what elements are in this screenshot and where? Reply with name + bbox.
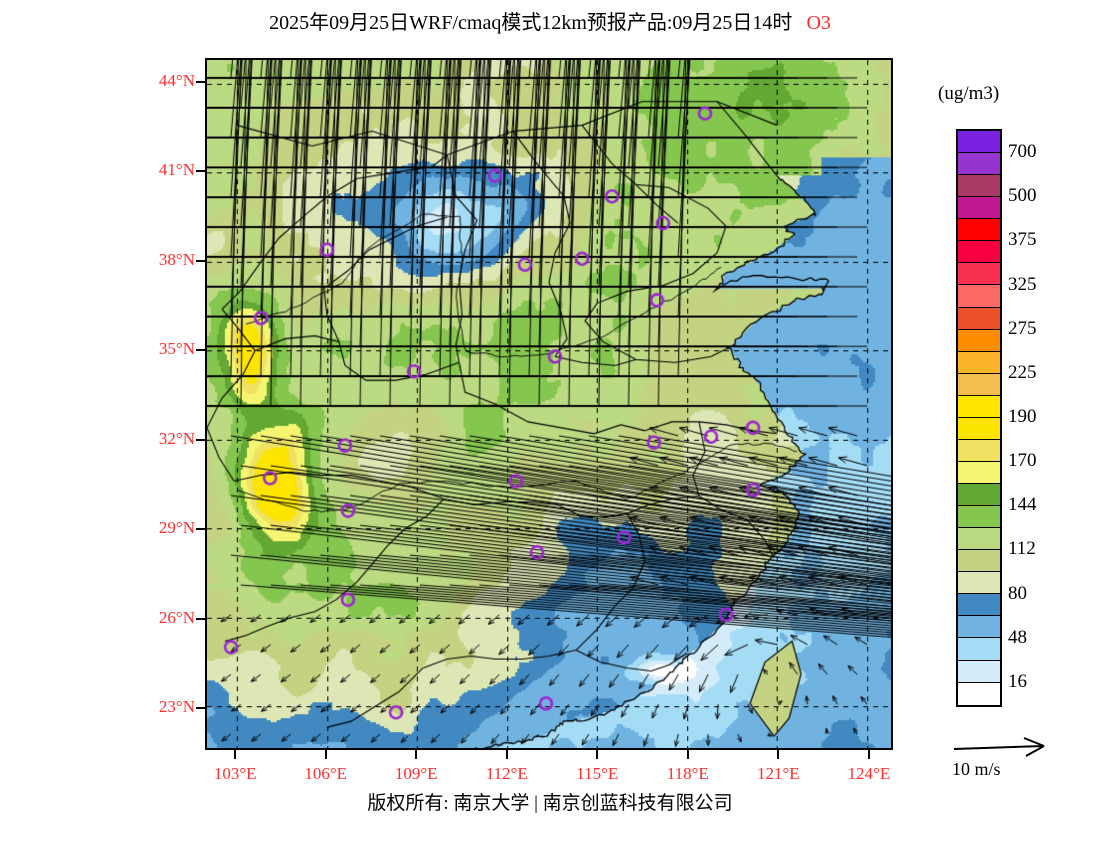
- wind-scale-label: 10 m/s: [952, 759, 1001, 779]
- lon-tick-label: 118°E: [666, 764, 709, 783]
- colorbar-tick-label: 375: [1008, 229, 1037, 251]
- forecast-map-panel[interactable]: [205, 58, 893, 750]
- forecast-map-canvas[interactable]: [207, 60, 891, 748]
- colorbar-swatch: [958, 307, 1000, 330]
- wind-arrow-icon: [953, 737, 1045, 757]
- lat-tickmark: [196, 80, 205, 83]
- lon-tickmark: [324, 750, 327, 759]
- lat-tick-label: 38°N: [158, 249, 195, 269]
- colorbar-swatch: [958, 351, 1000, 374]
- lon-tickmark: [234, 750, 237, 759]
- colorbar-tick-label: 112: [1008, 538, 1036, 560]
- colorbar-tick-label: 80: [1008, 582, 1027, 604]
- lat-tickmark: [196, 707, 205, 710]
- colorbar-swatch: [958, 616, 1000, 639]
- lat-tick-label: 44°N: [158, 70, 195, 90]
- lon-tick-label: 115°E: [576, 764, 619, 783]
- lon-tick-label: 103°E: [213, 764, 257, 783]
- colorbar-tick-label: 500: [1008, 185, 1037, 207]
- colorbar-swatch: [958, 484, 1000, 507]
- lat-tick-label: 29°N: [158, 518, 195, 538]
- lat-tickmark: [196, 170, 205, 173]
- lon-tick-label: 106°E: [304, 764, 348, 783]
- chart-species-label: O3: [806, 12, 831, 34]
- colorbar-tick-label: 190: [1008, 406, 1037, 427]
- lat-tick-label: 23°N: [158, 697, 195, 717]
- lat-tick-label: 35°N: [158, 339, 195, 359]
- colorbar-swatch: [958, 153, 1000, 176]
- colorbar-swatch: [958, 506, 1000, 529]
- lat-tick-label: 41°N: [158, 160, 195, 180]
- colorbar-swatch: [958, 329, 1000, 352]
- colorbar-units-label: (ug/m3): [938, 83, 1000, 104]
- colorbar-swatch: [958, 638, 1000, 661]
- colorbar-swatch: [958, 175, 1000, 198]
- lat-tickmark: [196, 349, 205, 352]
- colorbar-swatch: [958, 373, 1000, 396]
- colorbar-tick-label: 144: [1008, 494, 1037, 516]
- lon-tickmark: [415, 750, 418, 759]
- chart-title: 2025年09月25日WRF/cmaq模式12km预报产品:09月25日14时 O…: [0, 6, 1100, 35]
- colorbar-swatch: [958, 241, 1000, 264]
- lon-tickmark: [505, 750, 508, 759]
- colorbar[interactable]: [956, 129, 1002, 707]
- colorbar-swatch: [958, 660, 1000, 683]
- colorbar-swatch: [958, 197, 1000, 220]
- lon-tickmark: [777, 750, 780, 759]
- colorbar-tick-label: 170: [1008, 450, 1037, 472]
- colorbar-tick-label: 275: [1008, 317, 1037, 339]
- chart-title-text: 2025年09月25日WRF/cmaq模式12km预报产品:09月25日14时: [269, 12, 793, 34]
- colorbar-tick-label: 700: [1008, 141, 1037, 163]
- wind-scale-legend: 10 m/s: [952, 736, 1082, 780]
- colorbar-swatch: [958, 461, 1000, 484]
- lat-tickmark: [196, 438, 205, 441]
- colorbar-swatch: [958, 594, 1000, 617]
- colorbar-swatch: [958, 572, 1000, 595]
- colorbar-swatch: [958, 395, 1000, 418]
- lon-tick-label: 109°E: [394, 764, 438, 783]
- copyright-footer: 版权所有: 南京大学 | 南京创蓝科技有限公司: [0, 788, 1100, 815]
- colorbar-swatch: [958, 682, 1000, 705]
- lon-tickmark: [596, 750, 599, 759]
- colorbar-swatch: [958, 439, 1000, 462]
- lon-tickmark: [686, 750, 689, 759]
- colorbar-tick-label: 225: [1008, 361, 1037, 383]
- colorbar-tick-label: 325: [1008, 273, 1037, 295]
- lon-tick-label: 121°E: [756, 764, 800, 783]
- colorbar-swatch: [958, 417, 1000, 440]
- colorbar-swatch: [958, 219, 1000, 242]
- colorbar-swatch: [958, 528, 1000, 551]
- colorbar-swatch: [958, 550, 1000, 573]
- lat-tickmark: [196, 259, 205, 262]
- colorbar-swatch: [958, 131, 1000, 154]
- colorbar-swatch: [958, 263, 1000, 286]
- lon-tickmark: [867, 750, 870, 759]
- copyright-text: 版权所有: 南京大学 | 南京创蓝科技有限公司: [367, 793, 733, 814]
- lon-tick-label: 112°E: [485, 764, 528, 783]
- colorbar-tick-label: 48: [1008, 626, 1027, 648]
- lat-tick-label: 32°N: [158, 428, 195, 448]
- lat-tick-label: 26°N: [158, 607, 195, 627]
- lat-tickmark: [196, 528, 205, 531]
- lat-tickmark: [196, 617, 205, 620]
- lon-tick-label: 124°E: [847, 764, 891, 783]
- colorbar-swatch: [958, 285, 1000, 308]
- colorbar-tick-label: 16: [1008, 670, 1027, 692]
